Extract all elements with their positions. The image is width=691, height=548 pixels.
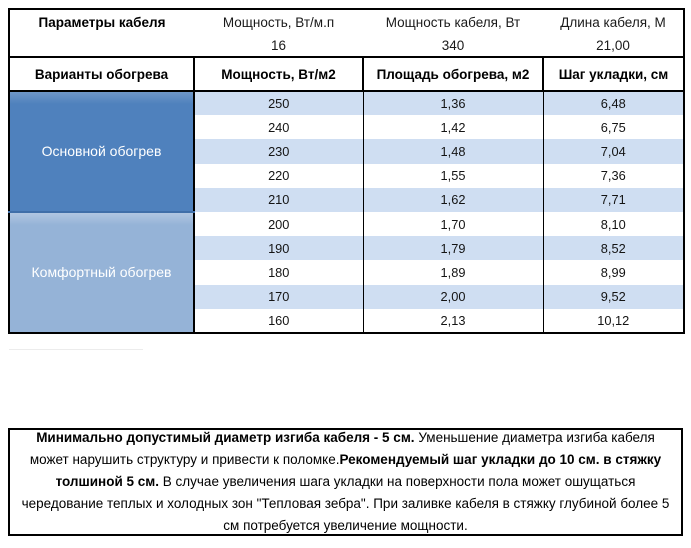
area-cell: 2,13 xyxy=(362,308,543,333)
area-cell: 1,89 xyxy=(362,260,543,285)
note-segment-bold: Рекомендуемый шаг укладки до 10 см. в ст… xyxy=(55,452,662,489)
note-segment-bold: Минимально допустимый диаметр изгиба каб… xyxy=(36,430,415,445)
area-cell: 1,79 xyxy=(362,236,543,261)
info-values-row: 16 340 21,00 xyxy=(9,35,684,57)
step-cell: 7,36 xyxy=(542,163,684,188)
gridline-remnant xyxy=(9,349,143,350)
step-cell: 8,52 xyxy=(542,236,684,261)
table-row: 210 1,62 7,71 xyxy=(9,187,684,212)
area-cell: 1,36 xyxy=(362,91,543,116)
table-row: 160 2,13 10,12 xyxy=(9,308,684,333)
power-cell: 210 xyxy=(193,187,363,212)
step-cell: 6,75 xyxy=(542,115,684,140)
area-cell: 2,00 xyxy=(362,284,543,309)
step-cell: 7,71 xyxy=(542,187,684,212)
power-cell: 220 xyxy=(193,163,363,188)
area-cell: 1,55 xyxy=(362,163,543,188)
area-cell: 1,70 xyxy=(362,211,543,237)
value-cable-length: 21,00 xyxy=(596,38,630,53)
power-cell: 160 xyxy=(193,308,363,333)
column-headers-row: Варианты обогрева Мощность, Вт/м2 Площад… xyxy=(9,56,684,92)
note-segment: В случае увеличения шага укладки на пове… xyxy=(21,474,670,533)
step-cell: 6,48 xyxy=(542,91,684,116)
label-cable-length: Длина кабеля, М xyxy=(560,15,666,30)
table-row: 170 2,00 9,52 xyxy=(9,284,684,309)
header-area: Площадь обогрева, м2 xyxy=(362,56,543,92)
power-cell: 190 xyxy=(193,236,363,261)
area-cell: 1,42 xyxy=(362,115,543,140)
header-step: Шаг укладки, см xyxy=(542,56,684,92)
empty-cell xyxy=(9,35,194,57)
info-labels-row: Параметры кабеля Мощность, Вт/м.п Мощнос… xyxy=(9,9,684,35)
header-power: Мощность, Вт/м2 xyxy=(193,56,363,92)
table-row: 230 1,48 7,04 xyxy=(9,139,684,164)
group-label-comfort-heating: Комфортный обогрев xyxy=(9,211,195,333)
note-text: Минимально допустимый диаметр изгиба каб… xyxy=(10,425,681,539)
group-label-main-heating: Основной обогрев xyxy=(9,91,195,213)
value-cable-power: 340 xyxy=(441,38,465,53)
table-row: Комфортный обогрев 200 1,70 8,10 xyxy=(9,211,684,333)
table-title: Параметры кабеля xyxy=(38,15,166,30)
label-power-per-meter: Мощность, Вт/м.п xyxy=(222,15,335,30)
note-segment: Уменьшение диаметра изгиба кабеля может … xyxy=(29,430,655,467)
table-row: 220 1,55 7,36 xyxy=(9,163,684,188)
power-cell: 230 xyxy=(193,139,363,164)
power-cell: 180 xyxy=(193,260,363,285)
cable-parameters-table: Параметры кабеля Мощность, Вт/м.п Мощнос… xyxy=(8,8,685,334)
area-cell: 1,62 xyxy=(362,187,543,212)
step-cell: 9,52 xyxy=(542,284,684,309)
power-cell: 170 xyxy=(193,284,363,309)
power-cell: 240 xyxy=(193,115,363,140)
step-cell: 8,10 xyxy=(542,211,684,237)
table-row: 240 1,42 6,75 xyxy=(9,115,684,140)
table-row: 180 1,89 8,99 xyxy=(9,260,684,285)
note-box: Минимально допустимый диаметр изгиба каб… xyxy=(8,428,683,536)
table-row: Основной обогрев 250 1,36 6,48 xyxy=(9,91,684,213)
step-cell: 10,12 xyxy=(542,308,684,333)
table-row: 190 1,79 8,52 xyxy=(9,236,684,261)
area-cell: 1,48 xyxy=(362,139,543,164)
power-cell: 200 xyxy=(193,211,363,237)
label-cable-power: Мощность кабеля, Вт xyxy=(385,15,521,30)
step-cell: 8,99 xyxy=(542,260,684,285)
header-heating-variants: Варианты обогрева xyxy=(9,56,194,92)
step-cell: 7,04 xyxy=(542,139,684,164)
value-power-per-meter: 16 xyxy=(270,38,287,53)
power-cell: 250 xyxy=(193,91,363,116)
